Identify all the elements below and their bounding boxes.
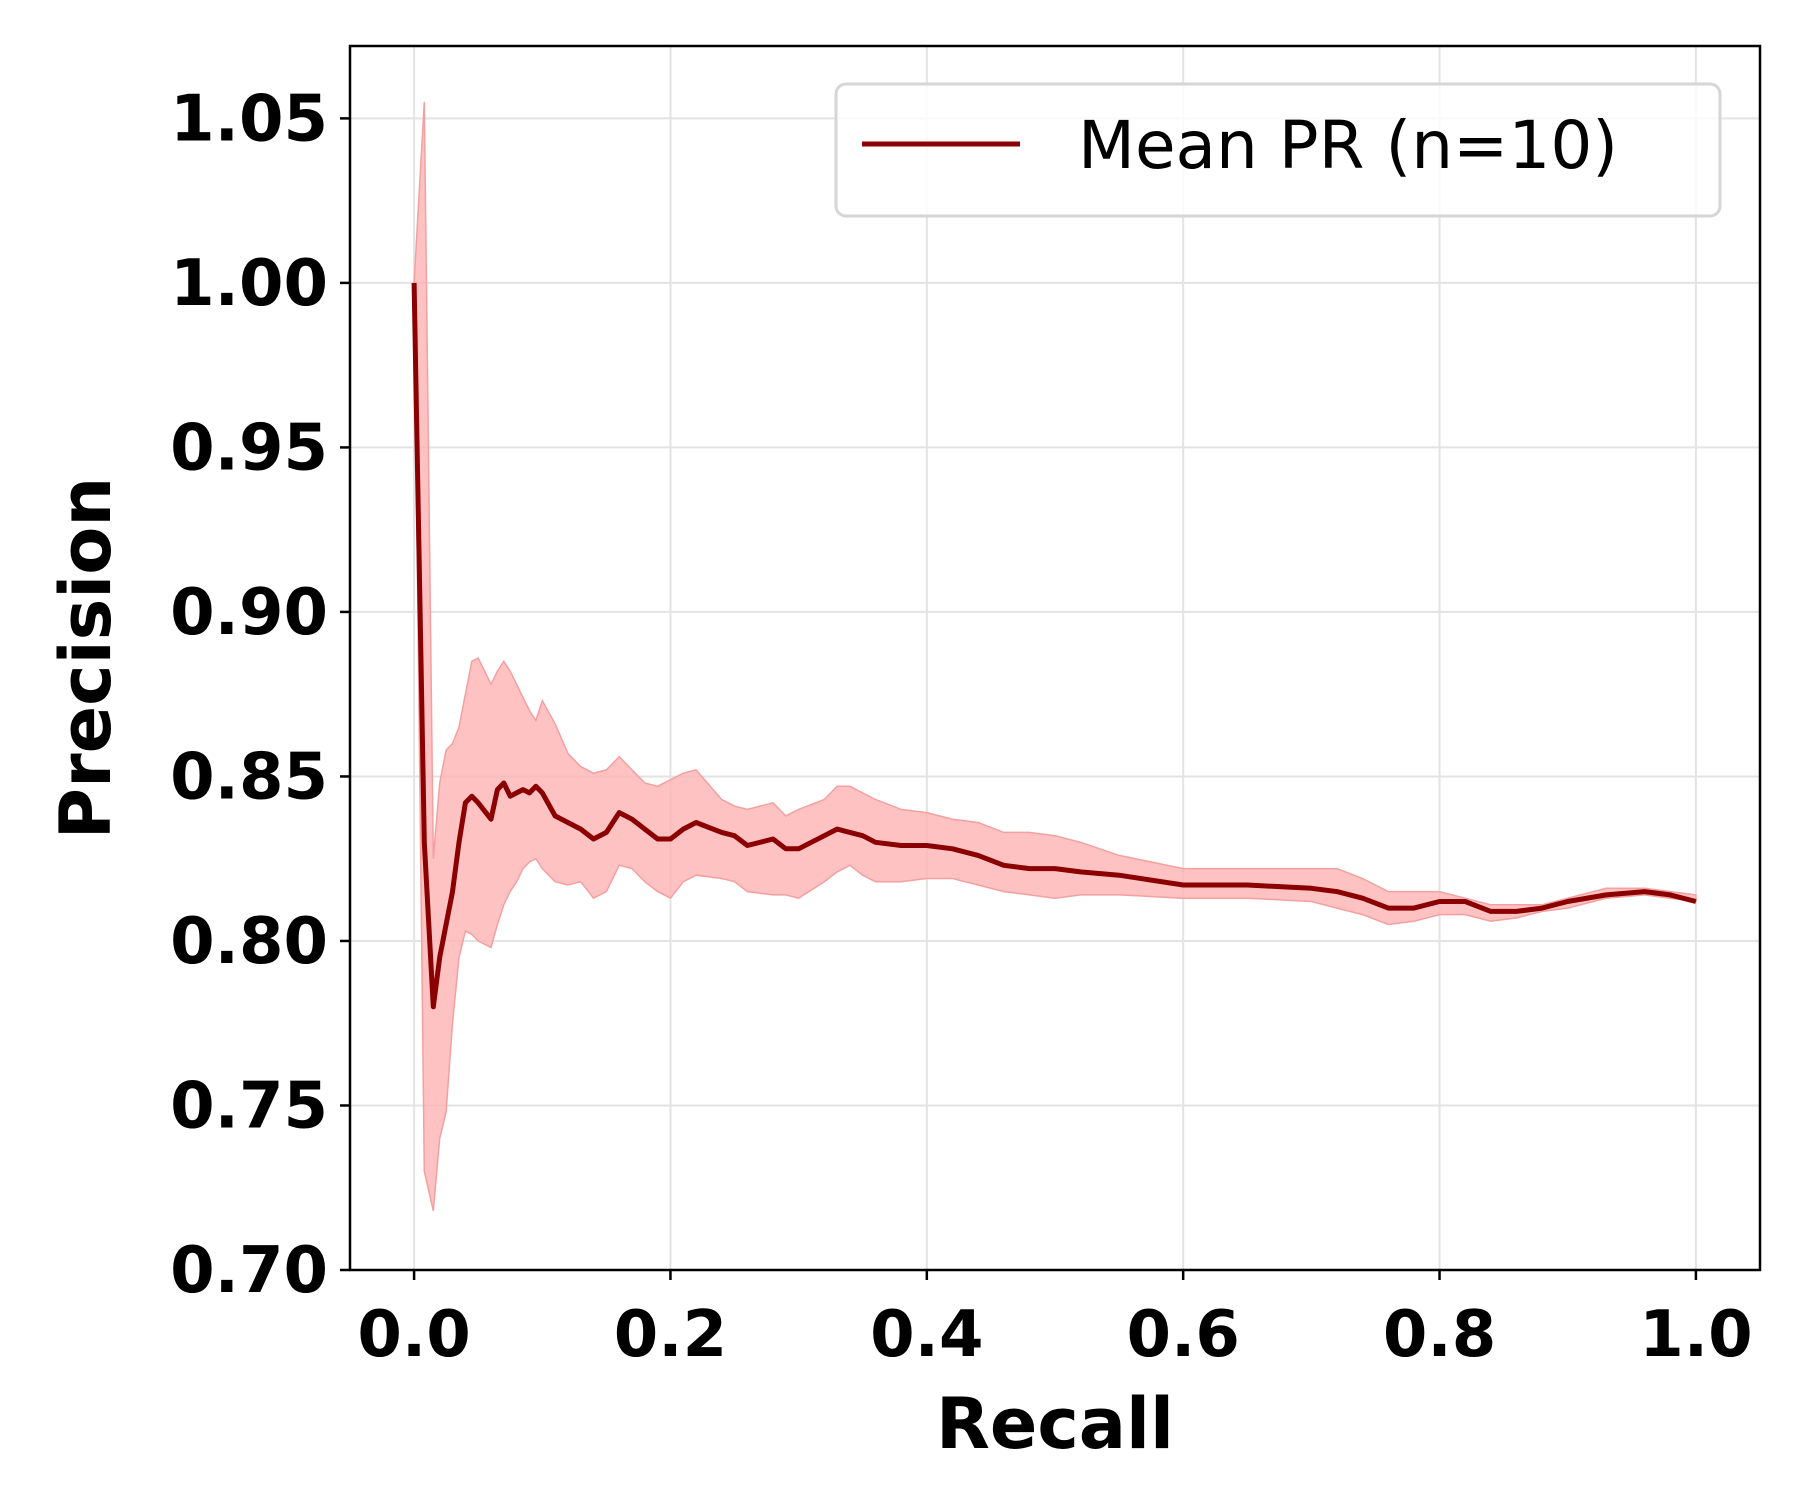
legend: Mean PR (n=10) — [834, 82, 1722, 218]
legend-box — [834, 82, 1722, 218]
y-tick-label: 0.95 — [170, 411, 328, 485]
y-tick-label: 1.05 — [170, 82, 328, 156]
y-tick-label: 1.00 — [170, 247, 328, 321]
y-tick-label: 0.70 — [170, 1234, 328, 1308]
x-axis: 0.0 0.2 0.4 0.6 0.8 1.0 — [357, 1270, 1753, 1372]
grid — [350, 46, 1760, 1271]
x-tick-label: 0.6 — [1126, 1298, 1239, 1372]
y-tick-label: 0.80 — [170, 905, 328, 979]
x-tick-label: 0.2 — [614, 1298, 727, 1372]
y-axis-title: Precision — [45, 477, 127, 839]
mean-pr-line — [411, 282, 1697, 1010]
x-tick-label: 1.0 — [1639, 1298, 1752, 1372]
x-tick-label: 0.8 — [1383, 1298, 1496, 1372]
y-axis: 0.70 0.75 0.80 0.85 0.90 0.95 1.00 1.05 — [170, 82, 350, 1308]
plot-area-frame — [348, 44, 1762, 1272]
std-band — [413, 101, 1697, 1211]
x-tick-label: 0.4 — [870, 1298, 983, 1372]
y-tick-label: 0.85 — [170, 740, 328, 814]
x-axis-title: Recall — [936, 1383, 1174, 1465]
x-tick-label: 0.0 — [357, 1298, 470, 1372]
y-tick-label: 0.90 — [170, 576, 328, 650]
y-tick-label: 0.75 — [170, 1069, 328, 1143]
legend-label-mean-pr: Mean PR (n=10) — [1078, 107, 1618, 184]
